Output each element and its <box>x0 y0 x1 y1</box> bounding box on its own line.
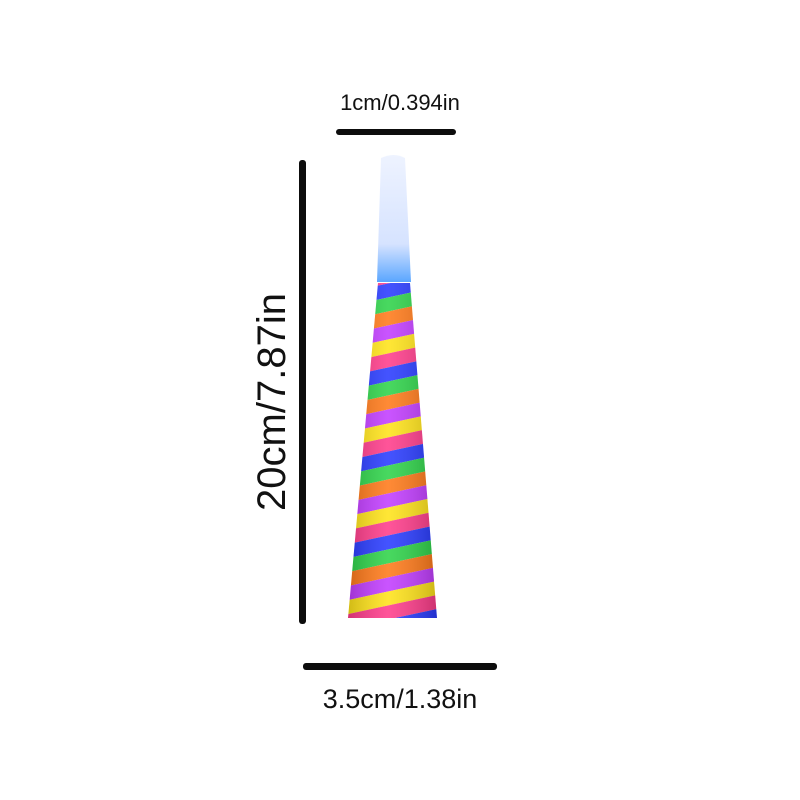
horn-cone-shading <box>348 283 437 618</box>
horn-mouthpiece <box>377 155 411 282</box>
bottom-width-bar <box>303 663 497 670</box>
height-bar <box>299 160 306 624</box>
bottom-width-label: 3.5cm/1.38in <box>322 684 478 714</box>
horn-stripe <box>330 618 460 660</box>
top-width-label: 1cm/0.394in <box>340 90 460 115</box>
top-width-bar <box>336 129 456 135</box>
